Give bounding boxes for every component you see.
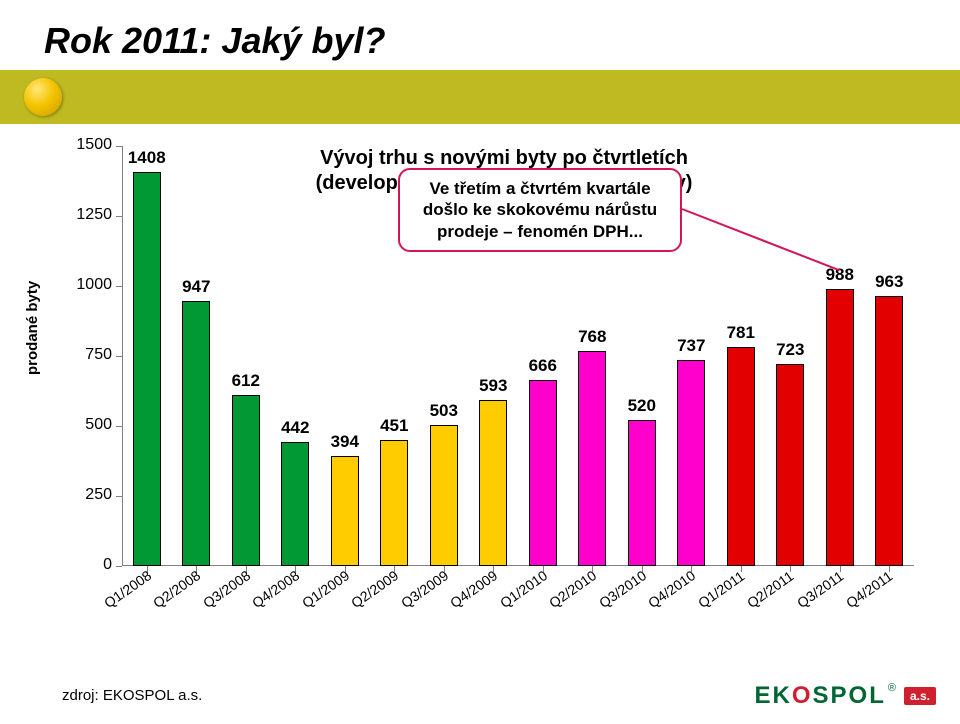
bar-value-label: 947: [172, 277, 220, 297]
bar: [182, 301, 210, 566]
bar-value-label: 737: [667, 336, 715, 356]
y-tick: [116, 566, 122, 567]
bar: [232, 395, 260, 566]
logo-suffix: a.s.: [904, 687, 936, 705]
x-tick-label: Q1/2011: [695, 568, 747, 611]
bar: [727, 347, 755, 566]
y-tick: [116, 216, 122, 217]
decorative-band: [0, 70, 960, 124]
y-axis-title: prodané byty: [24, 281, 41, 375]
callout-line-2: došlo ke skokovému nárůstu: [423, 200, 657, 219]
y-axis-line: [122, 146, 123, 566]
source-text: zdroj: EKOSPOL a.s.: [62, 687, 202, 704]
bar-value-label: 781: [717, 323, 765, 343]
bar: [380, 440, 408, 566]
callout-line-3: prodeje – fenomén DPH...: [437, 222, 643, 241]
title-bullet-icon: [24, 78, 62, 116]
x-tick-label: Q1/2010: [497, 567, 550, 611]
brand-logo: EKOSPOL ® a.s.: [755, 682, 936, 710]
bar-value-label: 768: [568, 327, 616, 347]
y-tick: [116, 426, 122, 427]
x-tick-label: Q2/2009: [348, 567, 401, 611]
logo-red-letter: O: [792, 682, 813, 709]
bar-value-label: 666: [519, 356, 567, 376]
logo-registered-icon: ®: [888, 682, 896, 694]
bar-value-label: 593: [469, 376, 517, 396]
bar: [875, 296, 903, 566]
logo-part2: SPOL: [813, 682, 886, 709]
y-tick-label: 0: [64, 556, 112, 574]
x-tick-label: Q2/2011: [744, 568, 796, 611]
y-tick-label: 500: [64, 416, 112, 434]
bar-value-label: 1408: [123, 148, 171, 168]
x-tick-label: Q3/2008: [200, 567, 253, 611]
x-tick-label: Q3/2009: [398, 567, 451, 611]
y-tick-label: 1000: [64, 276, 112, 294]
bar: [776, 364, 804, 566]
y-tick: [116, 146, 122, 147]
page-title: Rok 2011: Jaký byl?: [44, 20, 386, 62]
bar-value-label: 451: [370, 416, 418, 436]
y-tick-label: 1500: [64, 136, 112, 154]
bar: [479, 400, 507, 566]
bar-value-label: 723: [766, 340, 814, 360]
bar: [331, 456, 359, 566]
x-tick-label: Q3/2010: [596, 567, 649, 611]
x-tick-label: Q4/2011: [843, 568, 895, 611]
bar: [281, 442, 309, 566]
callout-line-1: Ve třetím a čtvrtém kvartále: [429, 179, 650, 198]
bar: [578, 351, 606, 566]
x-tick-label: Q4/2010: [645, 567, 698, 611]
bar: [133, 172, 161, 566]
bar: [677, 360, 705, 566]
x-tick-label: Q4/2009: [447, 567, 500, 611]
bar: [529, 380, 557, 566]
bar: [430, 425, 458, 566]
y-tick-label: 750: [64, 346, 112, 364]
bar-value-label: 394: [321, 432, 369, 452]
bar-value-label: 442: [271, 418, 319, 438]
bar-value-label: 520: [618, 396, 666, 416]
chart-area: Vývoj trhu s novými byty po čtvrtletích …: [54, 140, 924, 640]
x-tick-label: Q4/2008: [249, 567, 302, 611]
bar-value-label: 503: [420, 401, 468, 421]
y-tick: [116, 286, 122, 287]
bar-value-label: 612: [222, 371, 270, 391]
bar: [826, 289, 854, 566]
y-tick-label: 1250: [64, 206, 112, 224]
bar: [628, 420, 656, 566]
x-tick-label: Q3/2011: [794, 568, 846, 611]
y-tick: [116, 496, 122, 497]
x-tick-label: Q2/2010: [546, 567, 599, 611]
x-tick-label: Q2/2008: [150, 567, 203, 611]
logo-part1: EK: [755, 682, 792, 709]
x-tick-label: Q1/2009: [299, 567, 352, 611]
annotation-callout: Ve třetím a čtvrtém kvartále došlo ke sk…: [398, 168, 682, 252]
y-tick-label: 250: [64, 486, 112, 504]
y-tick: [116, 356, 122, 357]
logo-name: EKOSPOL: [755, 682, 886, 710]
bar-value-label: 963: [865, 272, 913, 292]
